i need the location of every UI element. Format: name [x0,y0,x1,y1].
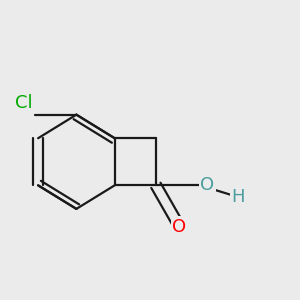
Text: O: O [200,176,214,194]
Text: H: H [232,188,245,206]
Text: Cl: Cl [15,94,32,112]
Text: O: O [172,218,187,236]
